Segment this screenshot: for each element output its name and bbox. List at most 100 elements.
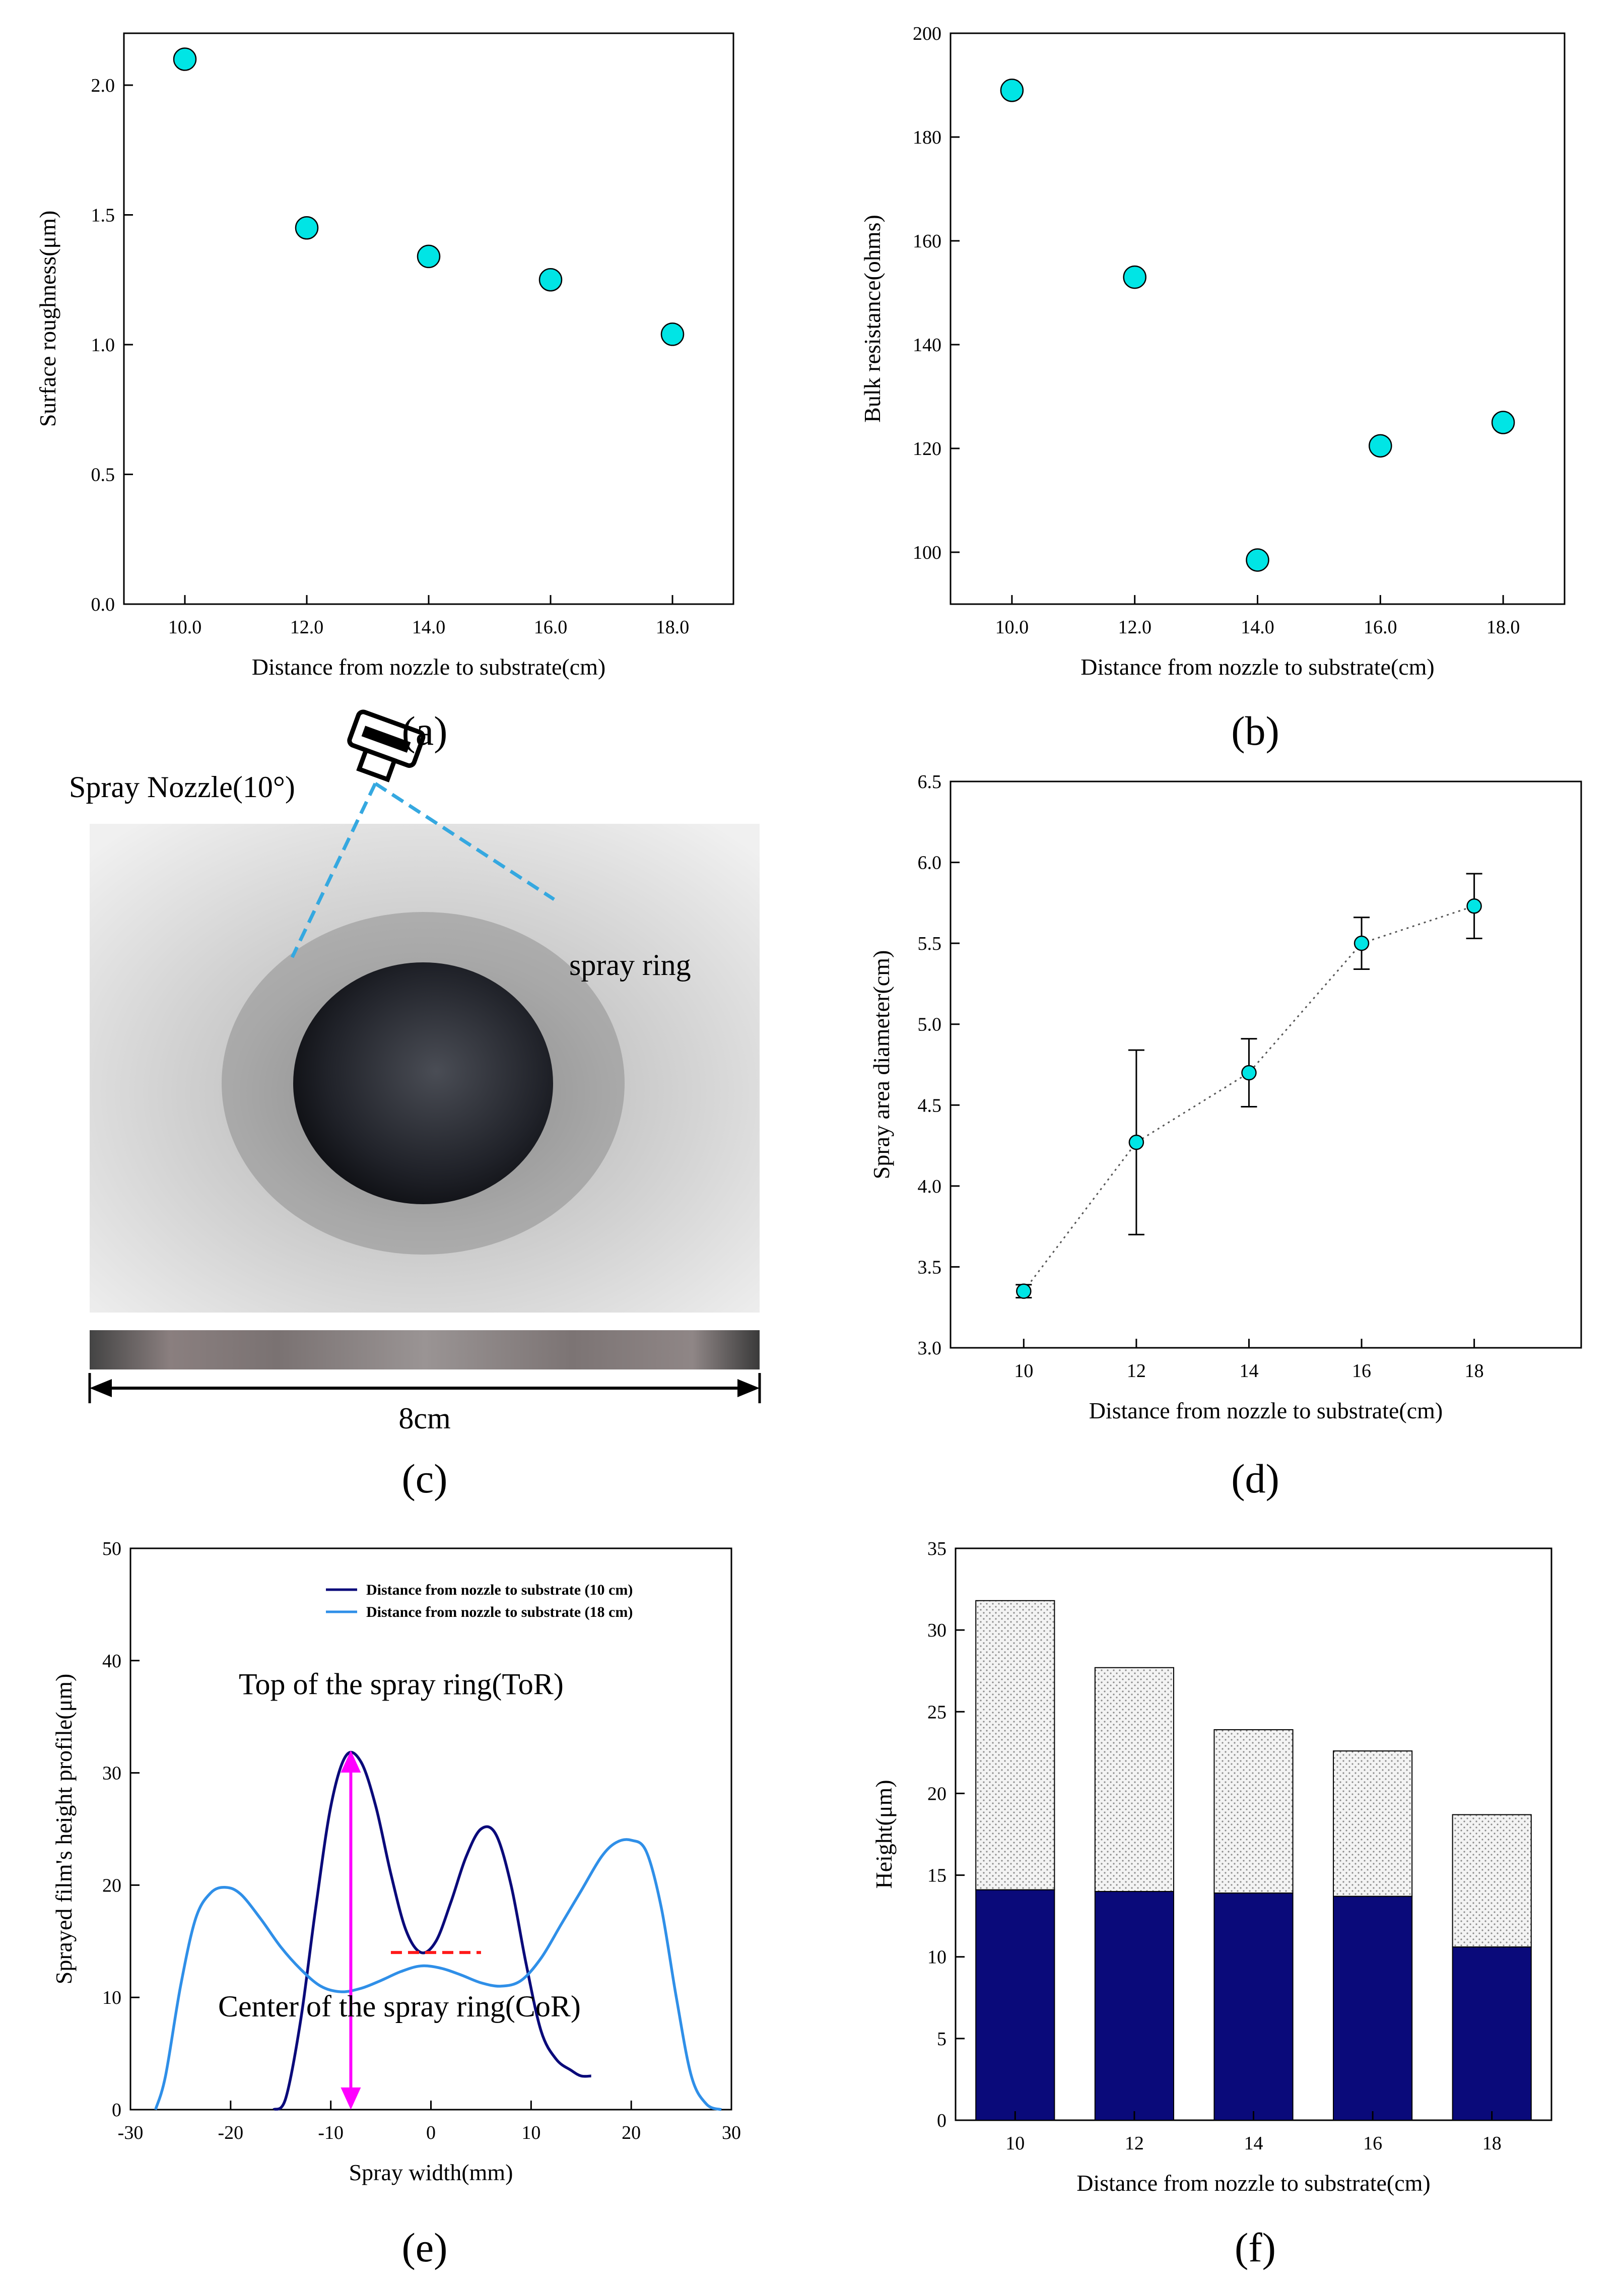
x-tick-label-d: 18 (1465, 1360, 1484, 1382)
bar-cor-12 (1094, 1891, 1174, 2121)
bar-tor-14 (1213, 1729, 1294, 1894)
plot-frame-d (950, 780, 1582, 1349)
x-axis-label-f: Distance from nozzle to substrate(cm) (1076, 2170, 1431, 2196)
cor-label: Center of the spray ring(CoR) (218, 1990, 581, 2023)
nozzle-cone-left (290, 782, 377, 958)
y-tick-label-e: 50 (102, 1538, 121, 1559)
panel-label-f: (f) (1235, 2225, 1276, 2270)
data-point-d (1466, 898, 1482, 914)
plot-frame-e (129, 1547, 732, 2111)
x-tick-label-a: 10.0 (168, 617, 202, 638)
spray-ring-label: spray ring (569, 948, 691, 982)
x-axis-label-a: Distance from nozzle to substrate(cm) (252, 654, 606, 680)
y-tick-label-b: 180 (913, 127, 941, 148)
x-tick-label-e: 0 (426, 2122, 436, 2143)
y-axis-label-d: Spray area diameter(cm) (868, 950, 894, 1180)
x-tick-label-d: 12 (1127, 1360, 1146, 1382)
data-point-d (1016, 1283, 1032, 1299)
y-axis-label-b: Bulk resistance(ohms) (859, 215, 885, 423)
spray-nozzle-icon (347, 709, 426, 782)
y-tick-label-f: 20 (927, 1783, 946, 1804)
scale-arrow-left (90, 1379, 112, 1397)
y-tick-label-b: 120 (913, 438, 941, 460)
panel-c-photo: Spray Nozzle(10°) spray ring 8cm (69, 709, 761, 1435)
x-tick-label-b: 18.0 (1486, 617, 1520, 638)
data-point-a (417, 244, 441, 269)
x-tick-label-d: 14 (1239, 1360, 1258, 1382)
y-tick-label-a: 2.0 (91, 75, 115, 96)
y-tick-label-d: 3.0 (918, 1338, 942, 1359)
y-axis-label-f: Height(μm) (871, 1780, 897, 1888)
spray-ring-spot (293, 962, 553, 1204)
y-tick-label-e: 40 (102, 1651, 121, 1672)
y-tick-label-e: 20 (102, 1875, 121, 1896)
x-tick-label-e: -20 (218, 2122, 244, 2143)
y-tick-label-f: 35 (927, 1538, 946, 1559)
panel-label-e: (e) (401, 2225, 447, 2270)
x-tick-label-b: 10.0 (995, 617, 1029, 638)
y-tick-label-f: 15 (927, 1865, 946, 1886)
data-point-b (1491, 411, 1515, 434)
bar-tor-18 (1452, 1814, 1532, 1948)
tor-arrow-head-up (341, 1750, 361, 1773)
panel-f-chart: 0 5 10 15 20 25 30 35 Distance from nozzle to su… (871, 1538, 1552, 2196)
y-tick-label-f: 10 (927, 1947, 946, 1968)
y-tick-label-e: 30 (102, 1763, 121, 1784)
x-tick-label-e: 30 (722, 2122, 741, 2143)
y-tick-label-b: 200 (913, 23, 941, 44)
data-point-a (538, 268, 563, 292)
nozzle-cone-right (374, 782, 555, 901)
x-tick-label-b: 16.0 (1364, 617, 1397, 638)
y-tick-label-d: 6.5 (918, 771, 942, 793)
x-tick-label-b: 14.0 (1241, 617, 1274, 638)
y-tick-label-d: 6.0 (918, 853, 942, 874)
data-point-a (173, 47, 197, 71)
y-tick-label-f: 0 (937, 2110, 946, 2131)
x-axis-label-d: Distance from nozzle to substrate(cm) (1089, 1398, 1443, 1423)
data-point-d (1241, 1065, 1257, 1081)
x-tick-label-d: 10 (1014, 1360, 1033, 1382)
bar-tor-12 (1094, 1667, 1174, 1892)
bar-cor-14 (1213, 1892, 1294, 2121)
x-axis-label-e: Spray width(mm) (349, 2160, 513, 2185)
x-tick-label-d: 16 (1352, 1360, 1371, 1382)
x-tick-label-a: 12.0 (290, 617, 324, 638)
x-tick-label-f: 14 (1244, 2133, 1263, 2154)
y-tick-label-f: 5 (937, 2029, 946, 2050)
profile-line-18cm (154, 1838, 722, 2111)
y-tick-label-d: 4.5 (918, 1095, 942, 1116)
panel-label-d: (d) (1231, 1456, 1279, 1501)
y-tick-label-a: 0.0 (91, 594, 115, 615)
data-point-b (1123, 265, 1146, 289)
y-tick-label-a: 1.0 (91, 335, 115, 356)
y-tick-label-d: 4.0 (918, 1176, 942, 1197)
bar-cor-16 (1333, 1896, 1413, 2121)
data-point-d (1354, 935, 1370, 951)
bar-cor-10 (975, 1889, 1055, 2121)
y-tick-label-e: 10 (102, 1987, 121, 2008)
y-tick-label-b: 160 (913, 231, 941, 252)
panel-b-chart: 100 120 140 160 180 200 10.0 12.0 14.0 16.0 18.0 Di… (859, 23, 1566, 680)
data-point-d (1128, 1134, 1144, 1150)
x-tick-label-e: -10 (318, 2122, 344, 2143)
x-tick-label-e: 10 (521, 2122, 540, 2143)
bar-tor-10 (975, 1600, 1055, 1890)
bar-tor-16 (1333, 1750, 1413, 1897)
x-tick-label-a: 16.0 (534, 617, 568, 638)
y-tick-label-f: 25 (927, 1702, 946, 1723)
panel-label-b: (b) (1231, 708, 1279, 754)
panel-d-chart: 3.0 3.5 4.0 4.5 5.0 5.5 6.0 6.5 10 12 14 16 18 Distan… (868, 771, 1582, 1423)
tor-arrow-head-down (341, 2087, 361, 2110)
plot-frame-a (123, 32, 734, 605)
data-point-a (295, 216, 319, 240)
x-axis-label-b: Distance from nozzle to substrate(cm) (1080, 654, 1435, 680)
y-tick-label-b: 140 (913, 335, 941, 356)
x-tick-label-f: 12 (1125, 2133, 1144, 2154)
scale-arrow-right (737, 1379, 760, 1397)
y-tick-label-f: 30 (927, 1620, 946, 1641)
data-point-a (660, 322, 685, 346)
y-tick-label-d: 5.5 (918, 933, 942, 954)
y-tick-label-b: 100 (913, 542, 941, 563)
x-tick-label-f: 10 (1005, 2133, 1025, 2154)
